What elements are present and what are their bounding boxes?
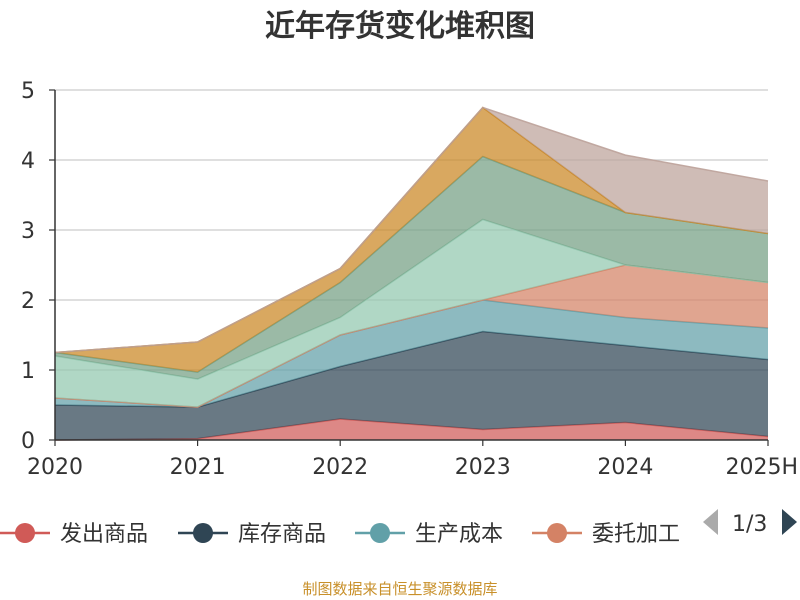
legend-item[interactable]: 库存商品: [178, 522, 326, 547]
legend-label: 库存商品: [238, 522, 326, 547]
series-area-4[interactable]: [55, 219, 768, 408]
series-area-3[interactable]: [55, 265, 768, 408]
y-tick-label: 1: [21, 359, 35, 384]
series-area-0[interactable]: [55, 419, 768, 440]
legend-label: 生产成本: [415, 522, 503, 547]
legend-marker: [193, 523, 213, 543]
x-axis-ticks: 2020 2021 2022 2023 2024 2025H: [27, 440, 798, 480]
footer-source: 制图数据来自恒生聚源数据库: [302, 580, 497, 598]
legend-marker: [15, 523, 35, 543]
legend-marker: [547, 523, 567, 543]
y-tick-label: 0: [21, 429, 35, 454]
y-tick-label: 5: [21, 79, 35, 104]
chart-title: 近年存货变化堆积图: [265, 9, 535, 44]
legend-item[interactable]: 生产成本: [355, 522, 503, 547]
legend-pager: 1/3: [703, 509, 797, 537]
x-tick-label: 2020: [27, 455, 83, 480]
series-area-7[interactable]: [55, 107, 768, 353]
x-tick-label: 2022: [312, 455, 368, 480]
series-area-2[interactable]: [55, 300, 768, 408]
series-line-7: [54, 106, 769, 354]
legend-page-indicator: 1/3: [732, 512, 767, 537]
legend-item[interactable]: 委托加工: [532, 522, 680, 547]
series-area-1[interactable]: [55, 331, 768, 441]
legend-marker: [370, 523, 390, 543]
x-tick-label: 2021: [170, 455, 226, 480]
series-areas: [54, 106, 769, 441]
y-tick-label: 4: [21, 149, 35, 174]
legend-label: 发出商品: [60, 522, 148, 547]
legend: 发出商品 库存商品 生产成本 委托加工: [0, 522, 680, 547]
legend-item[interactable]: 发出商品: [0, 522, 148, 547]
x-tick-label: 2023: [455, 455, 511, 480]
legend-prev-icon[interactable]: [703, 509, 718, 535]
y-tick-label: 3: [21, 219, 35, 244]
y-tick-label: 2: [21, 289, 35, 314]
x-tick-label: 2025H: [725, 455, 798, 480]
series-area-5[interactable]: [55, 156, 768, 380]
y-axis-ticks: 0 1 2 3 4 5: [21, 79, 55, 454]
legend-label: 委托加工: [592, 522, 680, 547]
x-tick-label: 2024: [597, 455, 653, 480]
legend-next-icon[interactable]: [782, 509, 797, 535]
